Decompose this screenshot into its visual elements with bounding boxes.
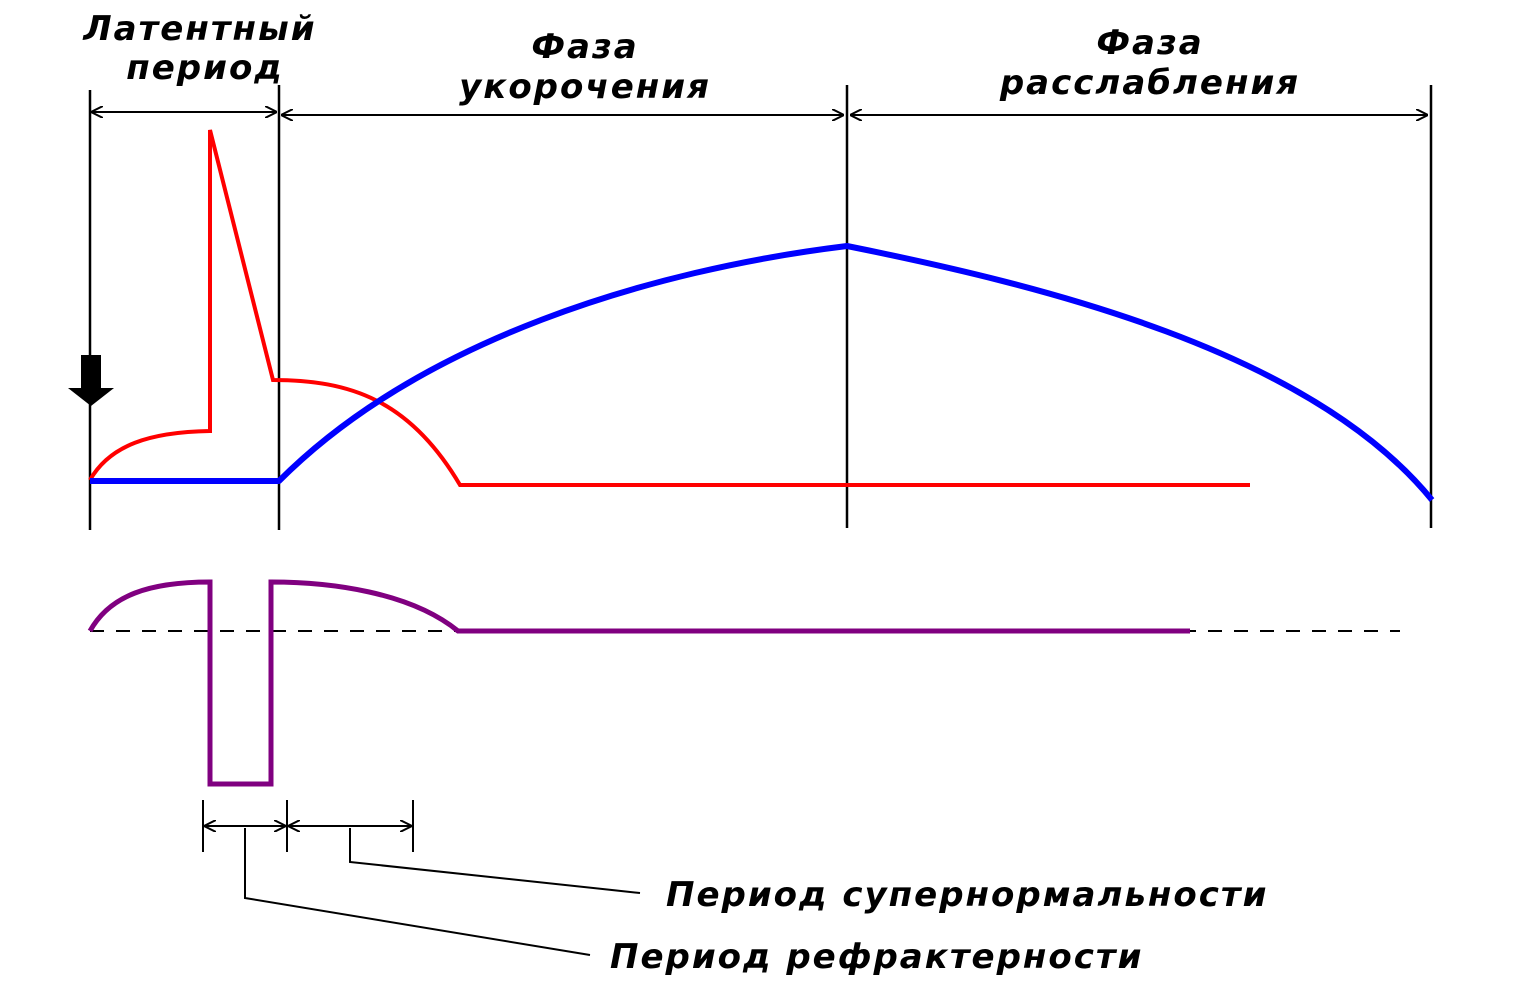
refractory-leader-line: [244, 828, 591, 956]
boundary-lines: [88, 85, 1433, 530]
relaxation-phase-label-line2: расслабления: [999, 63, 1300, 103]
phase-arrows: [92, 112, 1427, 115]
period-markers: [202, 800, 641, 956]
latent-period-label-line1: Латентный: [82, 9, 316, 49]
relaxation-phase-label-line1: Фаза: [1096, 23, 1203, 63]
down-arrow-icon: [68, 355, 114, 406]
latent-period-label-line2: период: [126, 48, 284, 88]
shortening-phase-label-line2: укорочения: [459, 67, 711, 107]
contraction-curve: [90, 243, 1435, 502]
shortening-phase-label-line1: Фаза: [531, 27, 638, 67]
supernormal-period-label: Период супернормальности: [666, 875, 1268, 915]
excitation-curve: [88, 129, 1250, 487]
refractory-period-label: Период рефрактерности: [610, 937, 1143, 977]
supernormal-leader-line: [349, 828, 641, 894]
excitability-curve: [87, 579, 1190, 787]
